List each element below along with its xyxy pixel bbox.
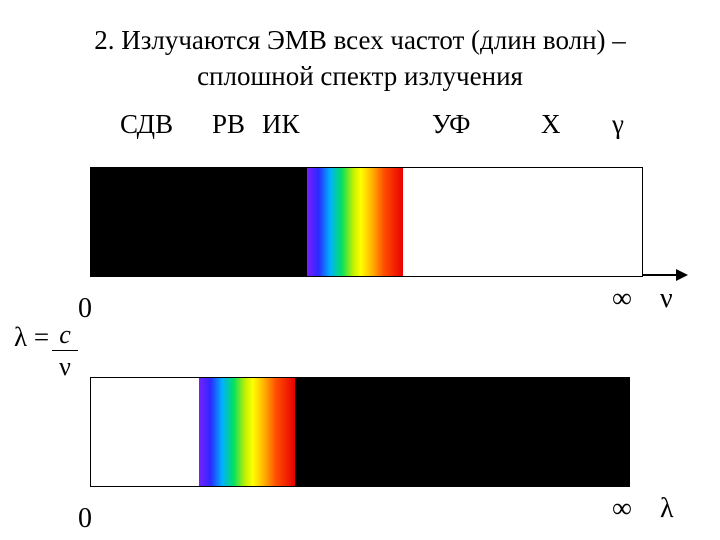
fraction-line <box>52 350 78 351</box>
wavelength-spectrum-bar <box>90 377 630 487</box>
spectrum-dark-region <box>91 168 307 276</box>
formula-denominator: ν <box>59 352 71 381</box>
wavelength-axis-zero: 0 <box>78 503 92 534</box>
spectrum-dark-region <box>295 378 629 486</box>
frequency-axis-arrow-icon <box>676 269 688 281</box>
band-label-uf: УФ <box>432 109 471 139</box>
frequency-spectrum-bar <box>90 167 643 277</box>
frequency-axis-line <box>643 274 679 276</box>
band-label-ik: ИК <box>262 109 300 139</box>
visible-light-region <box>307 168 403 276</box>
formula-numerator: c <box>59 320 71 349</box>
spectrum-light-region <box>91 378 199 486</box>
wavelength-axis-variable: λ <box>660 493 674 524</box>
band-label-x: X <box>541 109 561 139</box>
band-label-rv: РВ <box>212 109 246 139</box>
page-title: 2. Излучаются ЭМВ всех частот (длин волн… <box>0 22 720 94</box>
frequency-axis-infinity: ∞ <box>612 283 632 314</box>
formula-fraction: c ν <box>52 322 78 381</box>
visible-light-region <box>199 378 295 486</box>
frequency-axis-zero: 0 <box>78 293 92 324</box>
wavelength-axis-infinity: ∞ <box>612 493 632 524</box>
band-label-gamma: γ <box>612 109 624 139</box>
band-label-sdv: СДВ <box>120 109 174 139</box>
frequency-axis-variable: ν <box>660 283 673 314</box>
formula-lhs: λ = <box>14 322 50 352</box>
spectrum-light-region <box>403 168 642 276</box>
title-line-1: 2. Излучаются ЭМВ всех частот (длин волн… <box>94 25 626 55</box>
title-line-2: сплошной спектр излучения <box>197 61 523 91</box>
